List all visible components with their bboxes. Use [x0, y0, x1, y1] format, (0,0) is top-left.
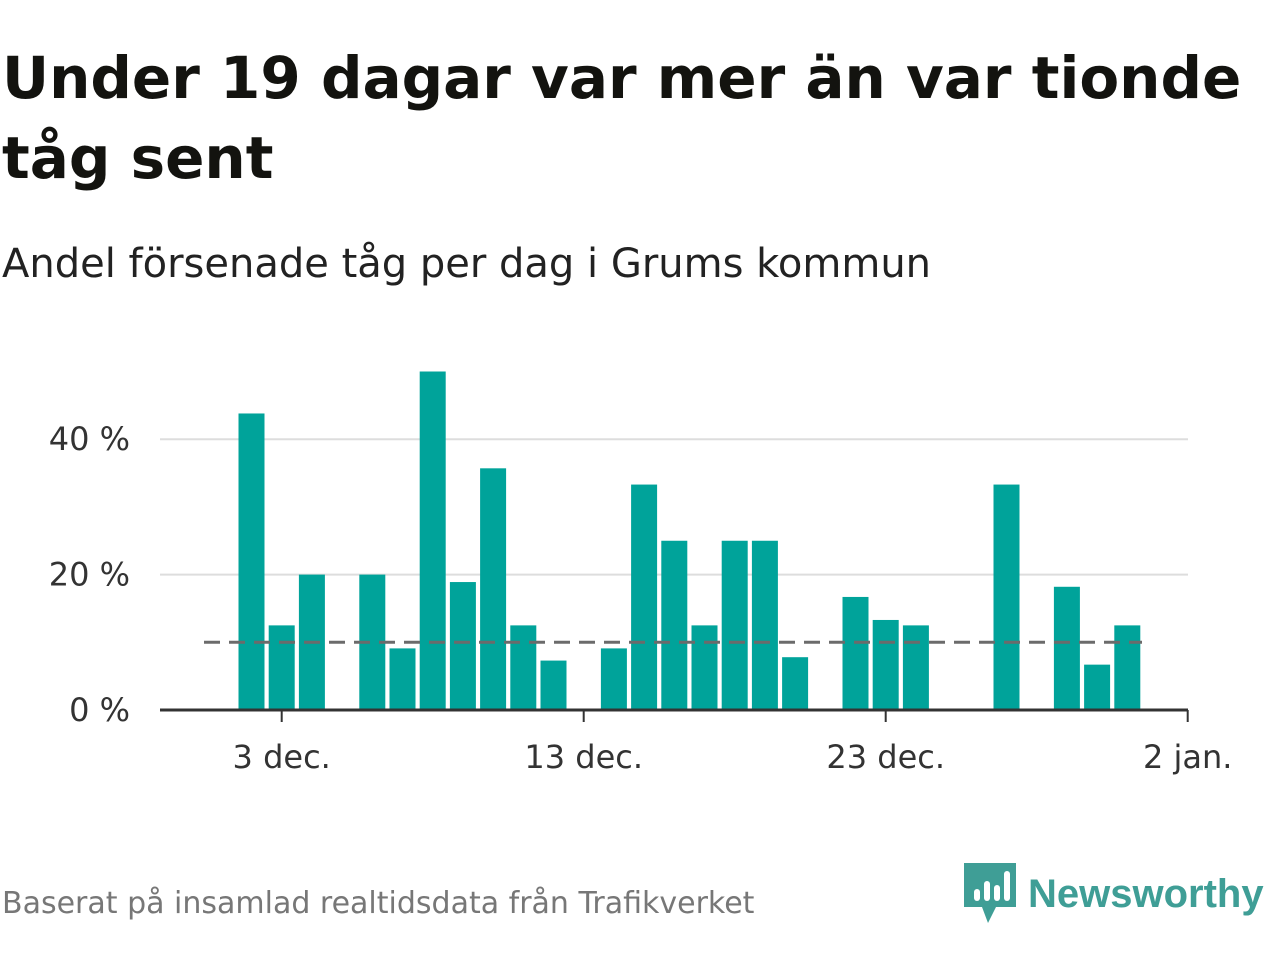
bar [691, 625, 718, 710]
bar [510, 625, 537, 710]
source-note: Baserat på insamlad realtidsdata från Tr… [2, 886, 755, 921]
y-tick-label: 20 % [49, 556, 130, 594]
bar [1084, 664, 1111, 710]
bar [268, 625, 295, 710]
bar [721, 540, 748, 710]
bar [1053, 586, 1080, 710]
bar [751, 540, 778, 710]
bar [480, 468, 507, 710]
bar [1114, 625, 1141, 710]
y-tick-label: 0 % [69, 691, 130, 729]
bar [389, 648, 416, 710]
y-axis-ticks: 0 % 20 % 40 % [49, 420, 130, 729]
bar [540, 660, 567, 710]
x-axis-ticks: 3 dec. 13 dec. 23 dec. 2 jan. [233, 710, 1232, 776]
bar [782, 657, 809, 710]
brand-logo: Newsworthy [964, 862, 1264, 926]
bar [902, 625, 929, 710]
bar [872, 619, 899, 710]
newsworthy-logo-icon [964, 863, 1016, 923]
bars [238, 371, 1141, 710]
y-tick-label: 40 % [49, 420, 130, 458]
x-tick-label: 2 jan. [1143, 738, 1232, 776]
x-tick-label: 13 dec. [524, 738, 643, 776]
bar [238, 413, 265, 710]
bar-chart: 0 % 20 % 40 % 3 dec. 13 dec. 23 dec. 2 jan. [49, 371, 1232, 776]
x-tick-label: 3 dec. [233, 738, 331, 776]
bar [631, 484, 658, 710]
bar [842, 596, 869, 710]
chart-subtitle: Andel försenade tåg per dag i Grums komm… [2, 241, 932, 287]
x-tick-label: 23 dec. [826, 738, 945, 776]
bar [661, 540, 688, 710]
chart-title: Under 19 dagar var mer än var tionde tåg… [2, 44, 1242, 192]
bar [449, 582, 476, 710]
bar [600, 648, 627, 710]
brand-name: Newsworthy [1028, 871, 1264, 916]
bar [419, 371, 446, 710]
bar [993, 484, 1020, 710]
